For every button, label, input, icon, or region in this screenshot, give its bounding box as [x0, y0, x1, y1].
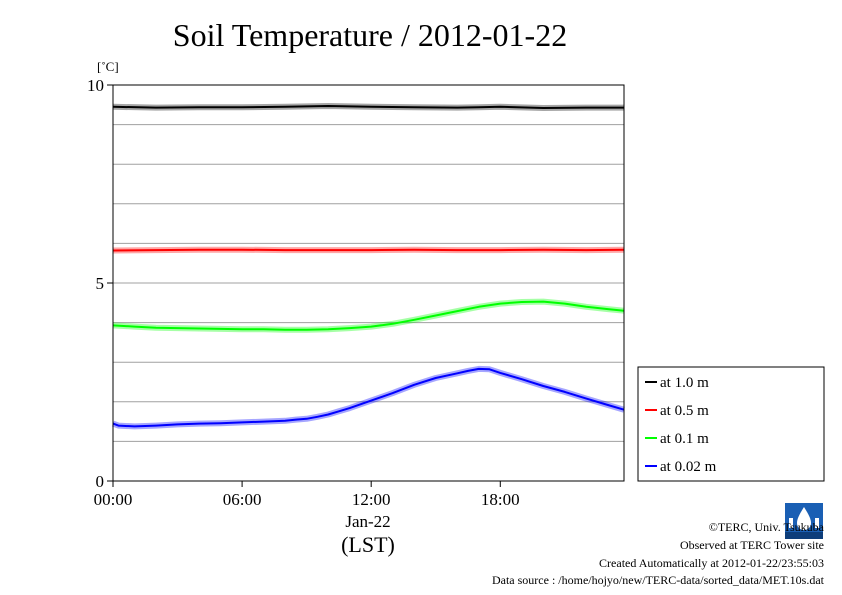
legend-label: at 0.1 m	[660, 431, 709, 447]
y-tick-layer: 0 5 10	[87, 76, 113, 491]
series-line-halo	[111, 365, 625, 430]
series-line	[112, 300, 625, 331]
series-layer	[111, 103, 625, 430]
series-line	[112, 105, 624, 109]
series-line-halo	[112, 298, 625, 333]
x-tick-label: 18:00	[481, 490, 520, 509]
footer-observed: Observed at TERC Tower site	[679, 538, 824, 552]
legend-box	[637, 366, 825, 482]
footer-copyright: ©TERC, Univ. Tsukuba	[708, 520, 824, 534]
series-line	[112, 367, 625, 428]
y-tick-label: 5	[96, 274, 105, 293]
legend-label: at 0.5 m	[660, 403, 709, 419]
legend-label: at 0.02 m	[660, 459, 717, 475]
footer-created: Created Automatically at 2012-01-22/23:5…	[599, 556, 824, 570]
legend-label: at 1.0 m	[660, 375, 709, 391]
legend: at 1.0 m at 0.5 m at 0.1 m at 0.02 m	[637, 366, 825, 482]
terc-logo-icon	[785, 503, 823, 539]
footer-source: Data source : /home/hojyo/new/TERC-data/…	[491, 573, 824, 587]
x-axis-label: (LST)	[341, 532, 395, 557]
x-axis-date-label: Jan-22	[345, 512, 390, 531]
y-axis-unit: [˚C]	[97, 59, 119, 74]
x-tick-label: 00:00	[94, 490, 133, 509]
x-tick-label: 06:00	[223, 490, 262, 509]
grid-layer	[113, 124, 624, 442]
x-tick-label: 12:00	[352, 490, 391, 509]
series-line	[112, 248, 625, 252]
chart-title: Soil Temperature / 2012-01-22	[173, 17, 567, 53]
y-tick-label: 10	[87, 76, 104, 95]
x-tick-layer: 00:00 06:00 12:00 18:00	[94, 481, 520, 509]
terc-logo	[785, 503, 823, 539]
y-tick-label: 0	[96, 472, 105, 491]
